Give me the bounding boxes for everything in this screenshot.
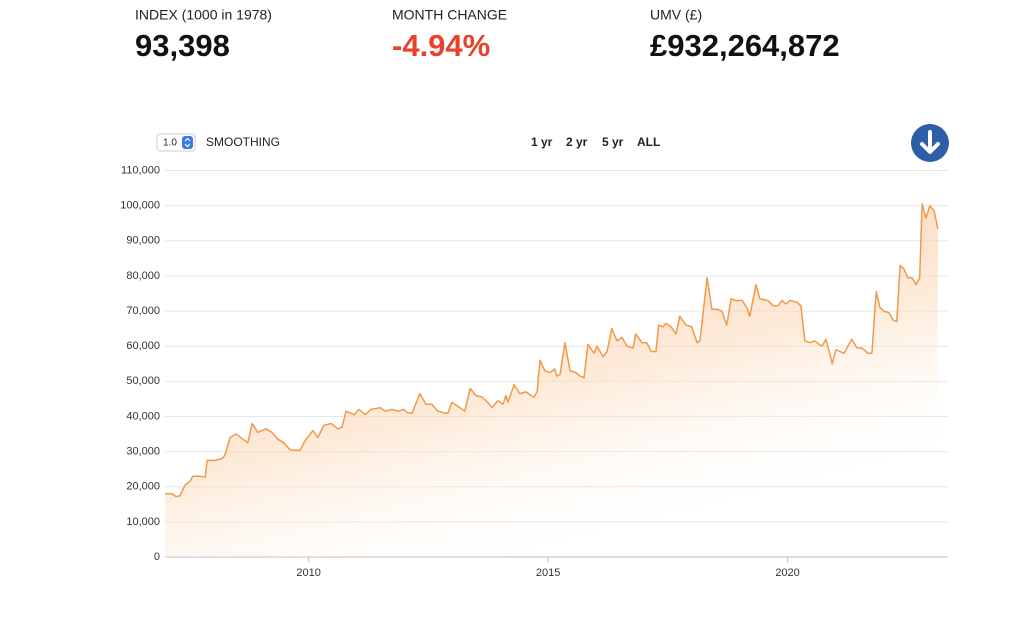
x-tick-label: 2010 xyxy=(296,567,320,579)
smoothing-select[interactable]: 1.0 xyxy=(156,133,196,152)
y-tick-label: 110,000 xyxy=(121,164,160,176)
stat-value: 93,398 xyxy=(135,28,230,63)
x-tick-label: 2020 xyxy=(775,567,799,579)
area-fill xyxy=(165,203,938,557)
y-tick-label: 100,000 xyxy=(120,200,160,212)
download-arrow xyxy=(920,130,940,154)
plot: 0 10,000 20,000 30,000 40,000 50,000 60,000 70,… xyxy=(120,164,948,579)
range-button[interactable]: 5 yr xyxy=(602,135,624,149)
y-tick-label: 60,000 xyxy=(126,340,160,352)
y-tick-label: 50,000 xyxy=(126,375,160,387)
arrow-icon xyxy=(184,137,191,148)
download-button[interactable] xyxy=(911,124,949,162)
select-arrows xyxy=(182,136,193,149)
range-button[interactable]: ALL xyxy=(637,135,660,149)
range-button[interactable]: 2 yr xyxy=(566,135,588,149)
y-tick-label: 80,000 xyxy=(126,270,160,282)
y-tick-label: 0 xyxy=(154,551,160,563)
area-line xyxy=(165,203,939,498)
y-tick-label: 30,000 xyxy=(126,446,160,458)
y-tick-label: 40,000 xyxy=(126,410,160,422)
smoothing-label: SMOOTHING xyxy=(206,135,280,149)
select-value: 1.0 xyxy=(163,138,177,149)
x-tick-label: 2015 xyxy=(536,567,560,579)
stat-label: INDEX (1000 in 1978) xyxy=(135,7,272,23)
y-tick-label: 70,000 xyxy=(126,305,160,317)
stat-label: MONTH CHANGE xyxy=(392,7,507,23)
y-tick-label: 20,000 xyxy=(126,481,160,493)
y-tick-label: 90,000 xyxy=(126,235,160,247)
y-tick-label: 10,000 xyxy=(126,516,160,528)
stat-label: UMV (£) xyxy=(650,7,702,23)
stat-value: -4.94% xyxy=(392,28,490,63)
stat-value: £932,264,872 xyxy=(650,28,840,63)
range-button[interactable]: 1 yr xyxy=(531,135,553,149)
